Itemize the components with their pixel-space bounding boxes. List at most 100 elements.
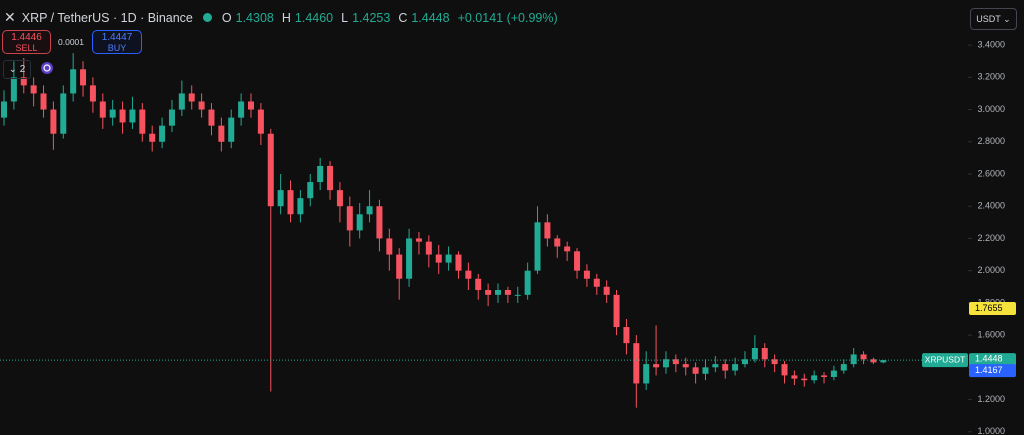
candle-body — [574, 251, 581, 271]
candle-body — [712, 364, 719, 368]
candle-body — [732, 364, 739, 371]
candle-body — [277, 190, 284, 207]
candle-body — [870, 359, 877, 363]
candle-body — [307, 182, 314, 199]
indicator-count: 2 — [19, 64, 26, 75]
candle-body — [801, 378, 808, 381]
candle-body — [287, 190, 294, 215]
price-marker — [969, 364, 1016, 378]
candle-body — [593, 278, 600, 287]
candle-body — [178, 93, 185, 110]
candle-body — [524, 270, 531, 295]
y-tick-label: 2.4000 — [977, 201, 1005, 211]
candle-body — [840, 364, 847, 371]
candle-body — [445, 254, 452, 263]
candle-body — [297, 198, 304, 215]
change: +0.0141 (+0.99%) — [457, 10, 558, 25]
candle-body — [30, 85, 37, 94]
price-marker-label: 1.7655 — [975, 303, 1003, 313]
candle-body — [406, 238, 413, 279]
buy-button[interactable]: 1.4447 BUY — [92, 30, 142, 54]
low-value: 1.4253 — [352, 10, 391, 25]
y-tick-label: 2.0000 — [977, 265, 1005, 275]
candle-body — [228, 117, 235, 142]
candle-body — [860, 354, 867, 360]
spread: 0.0001 — [58, 37, 84, 47]
candle-body — [880, 360, 887, 363]
refresh-icon[interactable] — [40, 61, 54, 75]
candle-body — [109, 109, 116, 118]
candle-body — [435, 254, 442, 263]
candle-body — [356, 214, 363, 231]
high-value: 1.4460 — [294, 10, 334, 25]
y-tick-label: 2.8000 — [977, 136, 1005, 146]
candle-body — [485, 290, 492, 295]
candle-body — [514, 294, 521, 296]
candle-body — [396, 254, 403, 279]
candle-body — [554, 238, 561, 247]
sell-button[interactable]: 1.4446 SELL — [2, 30, 51, 54]
candle-body — [682, 364, 689, 368]
symbol-tag — [922, 353, 968, 368]
candle-body — [366, 206, 373, 215]
buy-price: 1.4447 — [101, 32, 133, 43]
buy-label: BUY — [107, 43, 127, 53]
y-tick-label: 3.2000 — [977, 72, 1005, 82]
y-tick-label: 3.0000 — [977, 104, 1005, 114]
candle-body — [633, 343, 640, 384]
icon-ring — [43, 64, 51, 72]
candle-body — [89, 85, 96, 102]
candle-body — [692, 367, 699, 374]
chevron: ⌄ — [8, 64, 18, 75]
symbol-title[interactable]: XRP / TetherUS · 1D · Binance — [21, 10, 193, 25]
candle-body — [386, 238, 393, 255]
high-label: H — [281, 10, 291, 25]
candle-body — [722, 364, 729, 371]
currency-button[interactable]: USDT ⌄ — [970, 8, 1017, 30]
candle-body — [504, 290, 511, 295]
candle-body — [544, 222, 551, 239]
candle-body — [613, 294, 620, 328]
candle-body — [238, 101, 245, 118]
currency: USDT — [976, 14, 1001, 24]
icon-bg — [41, 62, 53, 74]
candle-body — [623, 327, 630, 344]
y-tick-label: 1.6000 — [977, 329, 1005, 339]
candle-body — [70, 69, 77, 94]
candle-body — [850, 354, 857, 365]
candle-body — [198, 101, 205, 110]
candle-body — [119, 109, 126, 123]
candle-body — [702, 367, 709, 374]
candle-body — [20, 77, 27, 86]
candle-body — [811, 375, 818, 381]
close-icon[interactable]: ✕ — [4, 9, 16, 25]
y-tick-label: 2.6000 — [977, 168, 1005, 178]
candle-body — [415, 238, 422, 242]
close-value: 1.4448 — [411, 10, 450, 25]
candle-body — [672, 359, 679, 365]
candle-body — [336, 190, 343, 207]
indicator-toggle[interactable]: ⌄ 2 — [3, 60, 31, 79]
sell-label: SELL — [15, 43, 38, 53]
candle-body — [662, 359, 669, 368]
candle-body — [1, 101, 7, 118]
candle-body — [129, 109, 136, 123]
price-marker — [969, 301, 1016, 315]
candle-body — [50, 109, 57, 134]
candle-body — [257, 109, 264, 134]
candle-body — [742, 359, 748, 365]
symbol-header: ✕ XRP / TetherUS · 1D · Binance O 1.4308 … — [4, 9, 562, 26]
candle-body — [60, 93, 67, 134]
candle-body — [425, 241, 432, 255]
close-label: C — [398, 10, 408, 25]
candle-body — [317, 165, 324, 183]
candle-body — [188, 93, 195, 102]
y-tick-label: 3.4000 — [977, 39, 1005, 49]
candle-body — [475, 278, 482, 290]
candle-body — [455, 254, 462, 271]
candle-body — [771, 359, 778, 365]
candle-body — [564, 246, 571, 252]
candle-body — [99, 101, 106, 118]
